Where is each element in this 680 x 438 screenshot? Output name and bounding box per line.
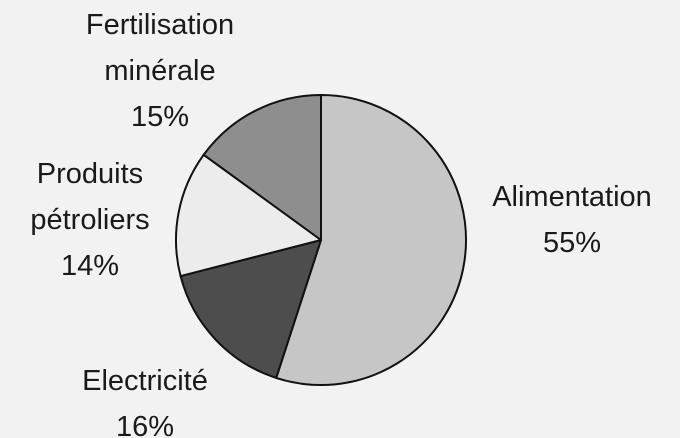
category-label: Alimentation	[492, 181, 652, 213]
pie-slice	[275, 94, 467, 386]
category-label: Produits pétroliers	[30, 158, 150, 236]
pie-slice	[202, 94, 322, 241]
slice-label: Fertilisation minérale 15%	[60, 2, 260, 140]
pie-slice	[179, 239, 322, 379]
slice-label: Electricité 16%	[45, 358, 245, 438]
category-label: Fertilisation minérale	[85, 9, 235, 87]
value-label: 15%	[130, 101, 190, 133]
value-label: 16%	[115, 411, 175, 438]
value-label: 55%	[542, 227, 602, 259]
value-label: 14%	[60, 250, 120, 282]
category-label: Electricité	[82, 365, 208, 397]
slice-label: Produits pétroliers 14%	[5, 151, 175, 289]
pie-slice	[175, 153, 322, 278]
slice-label: Alimentation 55%	[462, 174, 680, 266]
